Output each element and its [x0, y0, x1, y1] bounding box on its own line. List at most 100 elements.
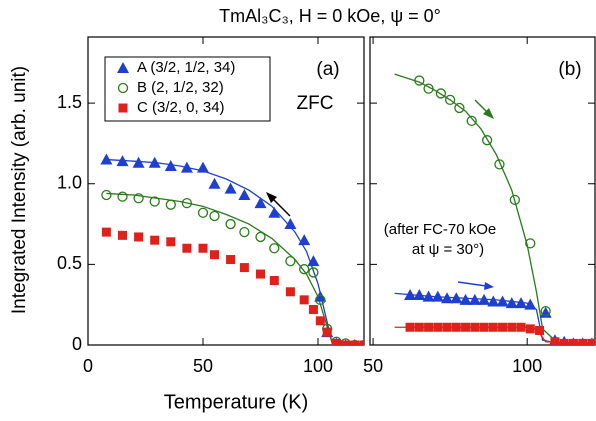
marker	[238, 189, 251, 201]
marker	[285, 255, 296, 267]
legend-label: C (3/2, 0, 34)	[137, 99, 225, 116]
marker	[322, 327, 332, 337]
marker	[414, 75, 425, 86]
marker	[478, 293, 491, 305]
marker	[299, 264, 310, 275]
annotation: at ψ = 30°)	[412, 241, 484, 258]
y-tick-label: 0	[72, 334, 82, 354]
marker	[516, 322, 526, 332]
marker	[568, 338, 578, 345]
marker	[314, 290, 327, 302]
marker	[459, 293, 472, 305]
marker	[414, 322, 424, 332]
y-axis-label: Integrated Intensity (arb. unit)	[9, 66, 30, 314]
marker	[359, 340, 364, 345]
panel-label: (b)	[558, 59, 581, 80]
marker	[269, 275, 279, 285]
marker	[442, 322, 452, 332]
x-tick-label: 50	[363, 356, 383, 376]
chart-title: TmAl₃C₃, H = 0 kOe, ψ = 0°	[219, 6, 441, 26]
marker	[118, 230, 127, 240]
plot-data	[394, 73, 595, 345]
marker	[209, 210, 220, 222]
marker	[525, 324, 535, 334]
marker	[148, 156, 161, 168]
marker	[413, 289, 426, 301]
marker	[454, 102, 465, 114]
marker	[498, 322, 508, 332]
marker	[315, 316, 325, 326]
marker	[198, 243, 208, 253]
marker	[444, 94, 456, 106]
marker	[587, 338, 595, 345]
marker	[487, 295, 500, 307]
marker	[255, 231, 266, 243]
arrow-head	[483, 108, 494, 119]
marker	[307, 255, 320, 267]
marker	[524, 298, 537, 310]
marker	[239, 226, 250, 238]
x-tick-label: 50	[193, 356, 213, 376]
marker	[225, 218, 236, 230]
marker	[488, 322, 498, 332]
fit-line	[106, 158, 364, 345]
arrow	[474, 99, 489, 114]
marker	[578, 338, 588, 345]
marker	[507, 322, 517, 332]
marker	[149, 196, 160, 207]
legend-box	[104, 56, 271, 122]
marker	[117, 191, 128, 202]
marker	[239, 263, 249, 273]
marker	[405, 322, 415, 332]
arrow	[271, 197, 291, 217]
marker	[254, 197, 267, 209]
marker	[315, 294, 326, 305]
marker	[133, 193, 144, 204]
marker	[559, 338, 569, 345]
marker	[298, 234, 311, 246]
annotation: ZFC	[297, 93, 334, 114]
marker	[525, 238, 536, 249]
legend-marker	[118, 103, 128, 113]
plot-data	[100, 153, 364, 345]
fit-line	[106, 192, 364, 345]
marker	[540, 305, 551, 317]
arrow-head	[484, 282, 494, 290]
marker	[166, 237, 176, 247]
marker	[470, 322, 480, 332]
annotation: (after FC-70 kOe	[384, 221, 497, 238]
legend-label: A (3/2, 1/2, 34)	[137, 59, 235, 76]
marker	[226, 255, 236, 265]
marker	[150, 235, 160, 245]
x-tick-label: 100	[512, 356, 542, 376]
plot-frame	[87, 36, 365, 346]
marker	[341, 340, 351, 345]
marker	[299, 295, 309, 305]
marker	[481, 135, 493, 146]
marker	[435, 88, 447, 99]
marker	[181, 197, 193, 209]
marker	[466, 115, 477, 127]
marker	[451, 322, 461, 332]
marker	[197, 207, 209, 218]
marker	[433, 322, 443, 332]
marker	[164, 160, 177, 172]
marker	[350, 340, 360, 345]
marker	[505, 297, 518, 309]
marker	[422, 290, 435, 302]
marker	[515, 297, 528, 309]
panel-label: (a)	[316, 59, 339, 80]
y-tick-label: 0.5	[57, 253, 82, 273]
marker	[308, 305, 318, 315]
legend-marker	[117, 62, 129, 73]
x-tick-label: 100	[303, 356, 333, 376]
marker	[101, 227, 111, 237]
marker	[224, 182, 237, 194]
marker	[180, 161, 193, 173]
marker	[479, 322, 489, 332]
marker	[431, 290, 444, 302]
marker	[182, 243, 192, 253]
marker	[450, 292, 463, 304]
